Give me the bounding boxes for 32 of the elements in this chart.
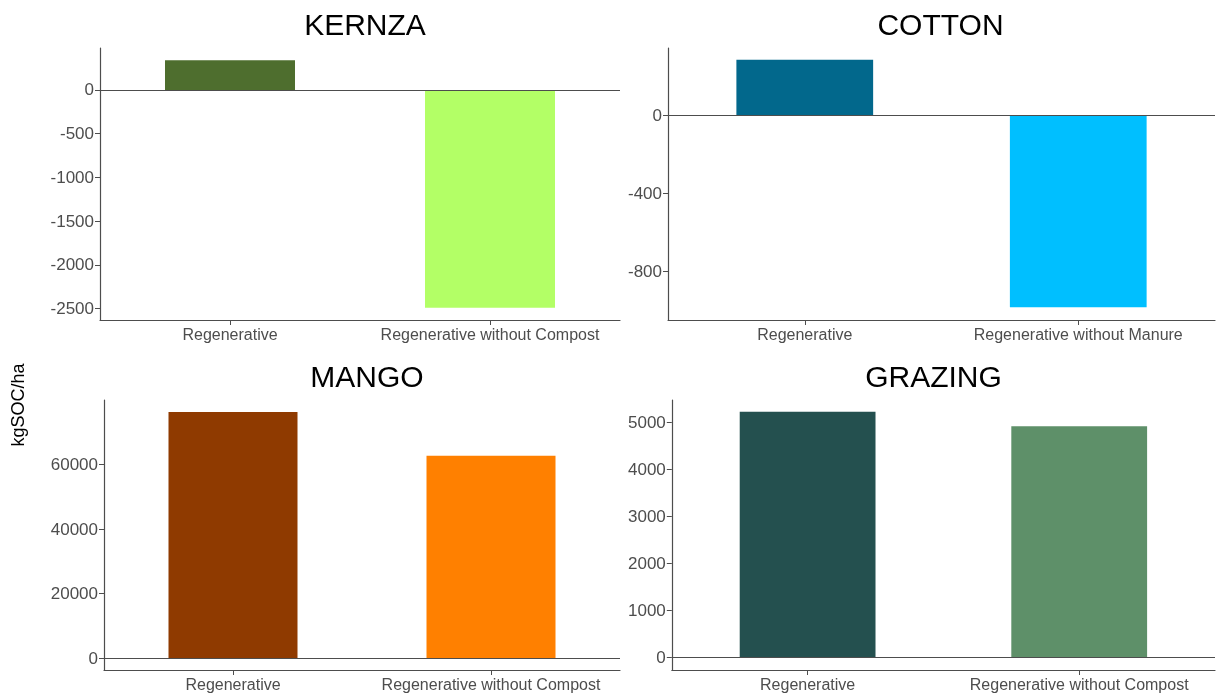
y-tick-label: -2000 [50, 255, 94, 275]
x-tick-label: Regenerative without Compost [969, 675, 1190, 693]
y-tick-label: -800 [627, 261, 663, 281]
y-axis-title: kgSOC/ha [7, 363, 29, 447]
x-tick-label: Regenerative [760, 675, 856, 693]
y-tick-label: 60000 [50, 455, 98, 475]
x-tick-label: Regenerative [182, 325, 278, 343]
chart-title: MANGO [310, 359, 424, 393]
chart-title: KERNZA [304, 7, 426, 41]
x-tick-label: Regenerative [185, 675, 281, 693]
y-tick-label: 0 [652, 105, 663, 125]
y-tick-label: 40000 [50, 519, 98, 539]
x-tick-label: Regenerative without Compost [380, 325, 600, 343]
y-tick-label: 20000 [50, 584, 98, 604]
y-tick-label: -500 [59, 124, 94, 144]
chart-title: GRAZING [865, 359, 1002, 393]
x-tick-label: Regenerative [757, 325, 853, 343]
x-tick-label: Regenerative without Compost [381, 675, 601, 693]
x-tick-label: Regenerative without Manure [973, 325, 1183, 343]
y-tick-label: 4000 [627, 459, 666, 479]
y-tick-label: -2500 [50, 299, 94, 319]
y-tick-label: 2000 [627, 553, 666, 573]
y-tick-label: 0 [656, 647, 666, 667]
y-tick-label: 5000 [627, 412, 666, 432]
y-tick-label: -1000 [50, 167, 94, 187]
y-tick-label: -1500 [50, 211, 94, 231]
y-tick-label: -400 [627, 183, 663, 203]
y-tick-label: 0 [88, 648, 98, 668]
chart-title: COTTON [877, 7, 1004, 41]
y-tick-label: 3000 [627, 506, 666, 526]
y-tick-label: 1000 [627, 600, 666, 620]
y-tick-label: 0 [84, 80, 94, 100]
